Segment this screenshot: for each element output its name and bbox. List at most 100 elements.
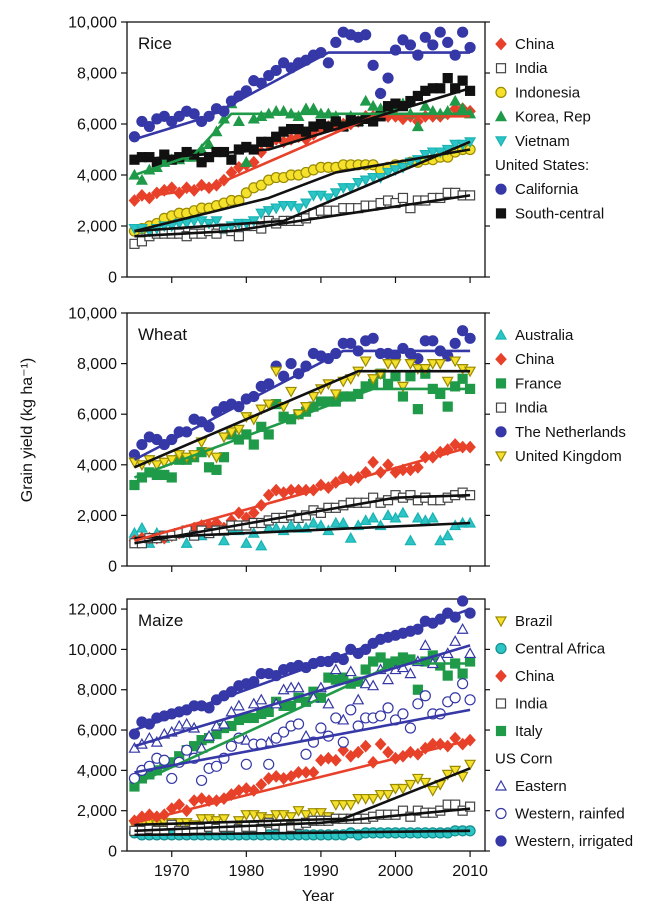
wheat-trend-india: [134, 493, 471, 545]
maize-xtick-label: 1990: [303, 863, 339, 880]
wheat-point-france: [166, 472, 177, 483]
rice-point-vietnam: [299, 198, 313, 210]
maize-point-eastern: [419, 639, 432, 650]
wheat-point-the-netherlands: [457, 325, 469, 337]
wheat-point-china: [412, 460, 424, 474]
maize-panel-title: Maize: [138, 611, 183, 630]
maize-point-china: [307, 765, 320, 779]
maize-point-western-rainfed: [397, 708, 409, 720]
maize-xtick-label: 1970: [154, 863, 190, 880]
maize-point-western-rainfed: [412, 698, 424, 710]
rice-legend-label: South-central: [515, 205, 604, 222]
rice-point-south-central: [457, 75, 468, 86]
maize-point-western-rainfed: [419, 690, 431, 702]
rice-point-korea-rep: [307, 102, 320, 114]
maize-point-italy: [457, 668, 468, 679]
wheat-point-france: [397, 391, 409, 402]
maize-point-china: [255, 778, 268, 791]
wheat-point-the-netherlands: [427, 335, 439, 347]
rice-legend-marker-korea-rep: [494, 110, 508, 122]
rice-point-vietnam: [255, 208, 268, 220]
maize-point-brazil: [195, 814, 208, 825]
wheat-point-the-netherlands: [367, 332, 379, 344]
wheat-point-australia: [217, 534, 230, 546]
maize-point-brazil: [299, 810, 313, 821]
maize-point-eastern: [456, 623, 469, 634]
maize-point-eastern: [449, 635, 462, 646]
wheat-point-the-netherlands: [412, 352, 424, 365]
rice-point-california: [434, 26, 446, 38]
maize-point-western-rainfed: [195, 774, 208, 787]
rice-point-korea-rep: [411, 120, 424, 132]
wheat-point-australia: [337, 516, 350, 528]
rice-point-vietnam: [322, 193, 335, 205]
maize-point-china: [337, 743, 350, 757]
maize-point-china: [344, 749, 357, 763]
maize-plot-frame: [126, 598, 486, 852]
maize-point-western-rainfed: [300, 748, 312, 760]
rice-legend-marker-vietnam: [494, 136, 508, 148]
rice-point-vietnam: [382, 167, 395, 179]
maize-point-eastern: [180, 717, 193, 729]
rice-point-vietnam: [203, 218, 216, 230]
wheat-point-australia: [307, 516, 320, 528]
wheat-point-united-kingdom: [158, 457, 171, 469]
rice-point-california: [442, 36, 454, 49]
wheat-point-australia: [180, 536, 193, 548]
wheat-point-united-kingdom: [367, 374, 380, 386]
wheat-point-australia: [426, 511, 439, 523]
rice-point-california: [374, 87, 387, 100]
wheat-point-united-kingdom: [389, 359, 402, 370]
wheat-legend-label: France: [515, 375, 562, 392]
wheat-ytick-label: 6,000: [77, 407, 117, 424]
wheat-point-united-kingdom: [449, 356, 462, 368]
rice-point-california: [367, 59, 379, 71]
maize-trend-central-africa: [134, 829, 471, 837]
wheat-point-australia: [367, 511, 380, 523]
rice-point-korea-rep: [240, 156, 253, 167]
rice-trend-california: [134, 51, 471, 141]
maize-trend-eastern: [134, 644, 471, 748]
maize-ytick-label: 8,000: [77, 682, 117, 699]
wheat-point-united-kingdom: [434, 359, 447, 370]
rice-point-california: [419, 31, 431, 43]
wheat-point-united-kingdom: [262, 399, 275, 411]
wheat-ytick-label: 8,000: [77, 356, 117, 373]
wheat-point-australia: [382, 509, 395, 521]
x-axis-label: Year: [302, 888, 335, 905]
maize-xtick-label: 2000: [378, 863, 414, 880]
wheat-point-united-kingdom: [426, 359, 439, 370]
wheat-point-united-kingdom: [232, 424, 245, 436]
maize-xtick-label: 2010: [452, 863, 488, 880]
rice-trend-south-central: [134, 87, 471, 161]
rice-point-south-central: [196, 157, 207, 168]
maize-trend-western-irrigated: [134, 607, 471, 732]
wheat-point-france: [405, 371, 416, 382]
maize-point-western-rainfed: [404, 722, 417, 734]
maize-point-china: [285, 770, 297, 783]
maize-legend-label: Western, irrigated: [515, 833, 633, 850]
rice-point-vietnam: [247, 216, 260, 228]
wheat-point-united-kingdom: [359, 356, 372, 368]
maize-series-china: [128, 731, 476, 828]
wheat-point-united-kingdom: [217, 432, 230, 444]
rice-trend-indonesia: [134, 148, 471, 233]
wheat-point-china: [367, 455, 379, 469]
wheat-point-united-kingdom: [382, 359, 395, 370]
maize-legend-marker-china: [495, 669, 507, 683]
rice-legend-label: India: [515, 60, 548, 77]
maize-point-eastern: [404, 667, 417, 679]
rice-point-south-central: [263, 136, 274, 147]
maize-legend-marker-italy: [495, 725, 507, 737]
rice-point-korea-rep: [203, 138, 216, 149]
wheat-point-australia: [396, 506, 409, 518]
wheat-trend-united-kingdom: [133, 369, 471, 469]
maize-legend-marker-western-rainfed: [495, 807, 507, 820]
maize-point-western-rainfed: [225, 740, 238, 752]
rice-point-california: [404, 39, 417, 51]
maize-point-western-rainfed: [464, 694, 476, 706]
maize-point-eastern: [329, 663, 342, 675]
maize-point-eastern: [292, 681, 305, 693]
wheat-legend-marker-the-netherlands: [495, 426, 507, 438]
wheat-point-australia: [135, 521, 148, 533]
